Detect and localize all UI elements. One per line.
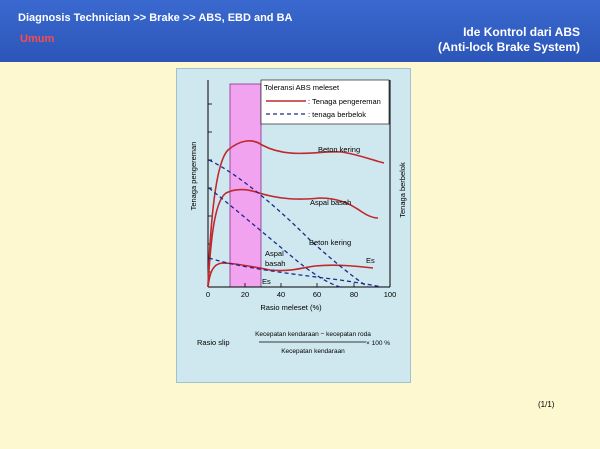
label-aspal-basah-solid: Aspal basah [310,198,351,207]
x-axis-label: Rasio meleset (%) [260,303,322,312]
y-axis-label-left: Tenaga pengereman [189,142,198,211]
abs-tolerance-zone [229,83,262,288]
label-es-solid: Es [366,256,375,265]
legend-solid-label: : Tenaga pengereman [308,97,381,106]
label-aspal-basah-dashed-2: basah [265,259,285,268]
x-tick-label: 80 [350,290,358,299]
x-tick-label: 40 [277,290,285,299]
legend-box [260,79,390,125]
x-tick-label: 60 [313,290,321,299]
legend-dashed-label: : tenaga berbelok [308,110,366,119]
curve-es-solid [207,262,374,288]
x-tick-label: 0 [206,290,210,299]
curve-es-dashed [208,257,383,288]
x-tick-label: 20 [241,290,249,299]
page-title-line2: (Anti-lock Brake System) [437,40,580,54]
x-tick-label: 100 [384,290,397,299]
x-axis-ticks [244,283,355,287]
curve-beton-kering-solid [207,140,385,288]
formula-denominator: Kecepatan kendaraan [281,348,345,355]
page-title-line1: Ide Kontrol dari ABS [463,25,580,39]
section-title: Umum [20,33,55,45]
page-title: Ide Kontrol dari ABS (Anti-lock Brake Sy… [438,25,580,55]
header-bar: Diagnosis Technician >> Brake >> ABS, EB… [0,0,600,62]
curve-aspal-basah-solid [207,188,379,288]
label-beton-kering-dashed: Beton kering [309,238,351,247]
label-beton-kering-solid: Beton kering [318,145,360,154]
formula-label: Rasio slip [197,338,230,347]
zone-label: Toleransi ABS meleset [264,83,340,92]
breadcrumb: Diagnosis Technician >> Brake >> ABS, EB… [18,12,293,24]
label-es-dashed: Es [262,277,271,286]
formula-numerator: Kecepatan kendaraan − kecepatan roda [255,331,371,338]
y-axis-label-right: Tenaga berbelok [398,162,407,218]
label-aspal-basah-dashed-1: Aspal [265,249,284,258]
curve-beton-kering-dashed [208,159,369,288]
page-number: (1/1) [538,400,555,409]
curve-aspal-basah-dashed [208,187,341,288]
formula-multiplier: × 100 % [366,340,390,347]
